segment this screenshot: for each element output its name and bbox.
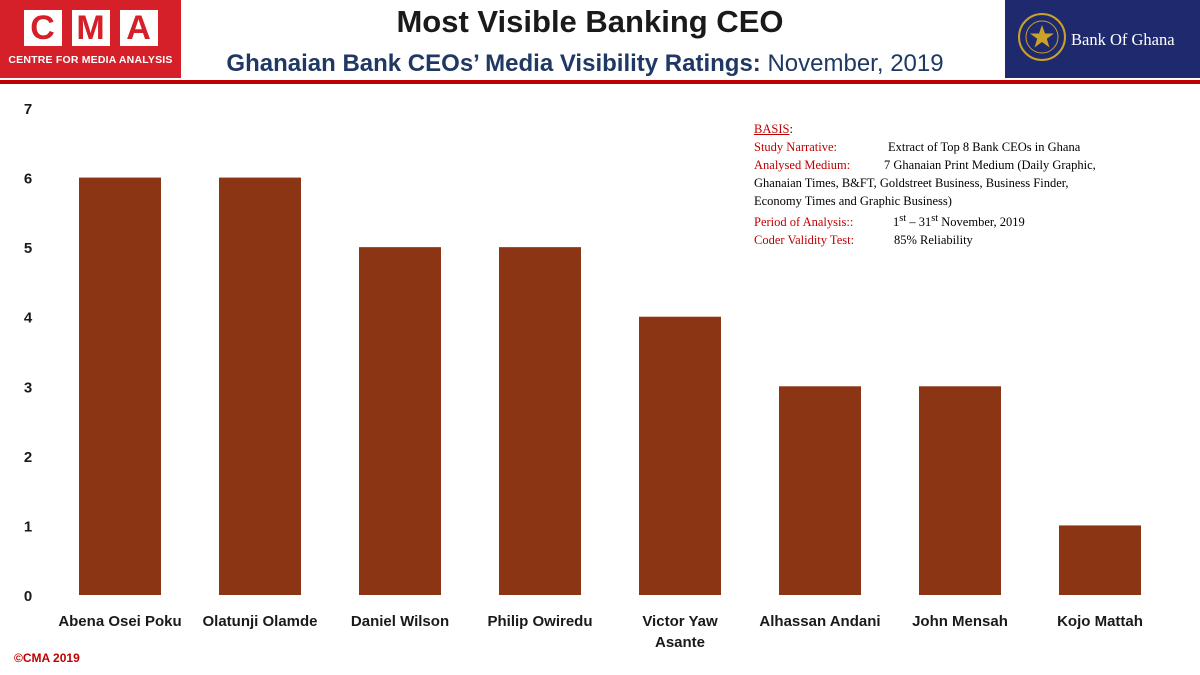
y-tick-label: 6 [24,171,32,188]
cma-logo: C M A CENTRE FOR MEDIA ANALYSIS [0,0,181,78]
y-tick-label: 3 [24,379,32,396]
period-end: November, 2019 [938,215,1025,230]
study-label: Study Narrative: [754,140,837,154]
cma-logo-letter-m: M [71,10,110,46]
bar [1059,525,1141,595]
bar [499,247,581,595]
y-tick-label: 5 [24,240,32,257]
bar [79,177,161,596]
bank-of-ghana-logo: Bank Of Ghana [1005,0,1200,78]
copyright: ©CMA 2019 [14,651,80,665]
subtitle-date: November, 2019 [767,50,944,77]
x-tick-label: Philip Owiredu [487,613,592,630]
x-tick-label: Kojo Mattah [1057,613,1143,630]
y-tick-label: 0 [24,588,32,605]
cma-logo-caption: CENTRE FOR MEDIA ANALYSIS [8,54,173,66]
cma-logo-letter-a: A [119,10,158,46]
validity-value: 85% Reliability [894,233,973,248]
validity-label: Coder Validity Test: [754,233,855,248]
y-tick-label: 4 [24,310,33,327]
x-tick-label: John Mensah [912,613,1008,630]
bar [779,386,861,595]
y-tick-label: 7 [24,101,32,118]
basis-panel: BASIS: Study Narrative: Extract of Top 8 … [754,122,1096,248]
medium-value-3: Economy Times and Graphic Business) [754,194,952,208]
study-value: Extract of Top 8 Bank CEOs in Ghana [888,140,1081,154]
medium-value-2: Ghanaian Times, B&FT, Goldstreet Busines… [754,176,1069,190]
medium-value-1: 7 Ghanaian Print Medium (Daily Graphic, [884,158,1096,172]
period-label: Period of Analysis:: [754,215,854,230]
period-dash: – 31 [906,215,932,230]
y-tick-label: 1 [24,518,32,535]
page-title: Most Visible Banking CEO [396,4,784,39]
header-divider [0,80,1200,84]
bar [359,247,441,595]
bar [639,316,721,595]
x-tick-label: Olatunji Olamde [202,613,317,630]
period-start-sup: st [899,213,907,224]
cma-logo-letter-c: C [23,10,62,46]
x-tick-label: Victor Yaw Asante [642,613,718,651]
y-tick-label: 2 [24,449,32,466]
x-tick-label: Daniel Wilson [351,613,449,630]
x-tick-label: Abena Osei Poku [58,613,181,630]
subtitle-main: Ghanaian Bank CEOs’ Media Visibility Rat… [226,50,761,77]
x-tick-label: Alhassan Andani [759,613,880,630]
bank-seal-icon [1018,13,1066,61]
bar [919,386,1001,595]
period-end-sup: st [931,213,939,224]
bar [219,177,301,596]
medium-label: Analysed Medium: [754,158,851,172]
basis-heading: BASIS [754,122,790,136]
period-start: 1 [893,215,900,230]
bank-name: Bank Of Ghana [1071,30,1175,49]
page-subtitle: Ghanaian Bank CEOs’ Media Visibility Rat… [190,50,980,78]
